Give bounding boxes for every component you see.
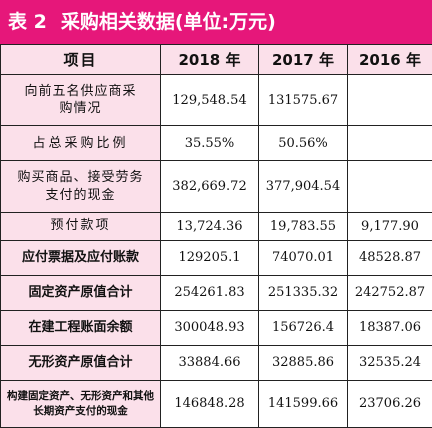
cell-2017: 50.56% (258, 125, 348, 162)
cell-2016: 9,177.90 (347, 211, 432, 241)
cell-2016: 48528.87 (347, 239, 432, 276)
cell-2018: 254261.83 (160, 274, 259, 311)
cell-2018: 146848.28 (160, 379, 259, 428)
cell-2017: 377,904.54 (258, 160, 348, 213)
cell-2016: 18387.06 (347, 309, 432, 346)
cell-2017: 141599.66 (258, 379, 348, 428)
row-label: 向前五名供应商采购情况 (0, 73, 161, 127)
cell-2016: 32535.24 (347, 344, 432, 381)
cell-2017: 19,783.55 (258, 211, 348, 241)
cell-2017: 74070.01 (258, 239, 348, 276)
cell-2018: 35.55% (160, 125, 259, 162)
header-2017: 2017 年 (258, 44, 348, 75)
header-2018: 2018 年 (160, 44, 259, 75)
cell-2018: 300048.93 (160, 309, 259, 346)
table-caption: 采购相关数据(单位:万元) (60, 11, 276, 33)
cell-2018: 382,669.72 (160, 160, 259, 213)
cell-2018: 129,548.54 (160, 73, 259, 127)
cell-2016: 23706.26 (347, 379, 432, 428)
table-row: 预付款项 13,724.36 19,783.55 9,177.90 (0, 211, 432, 241)
row-label: 预付款项 (0, 211, 161, 241)
header-2016: 2016 年 (347, 44, 432, 75)
cell-2017: 156726.4 (258, 309, 348, 346)
row-label: 应付票据及应付账款 (0, 239, 161, 276)
cell-2018: 129205.1 (160, 239, 259, 276)
cell-2018: 13,724.36 (160, 211, 259, 241)
row-label: 占总采购比例 (0, 125, 161, 162)
cell-2016 (347, 160, 432, 213)
row-label: 购买商品、接受劳务支付的现金 (0, 160, 161, 213)
cell-2017: 251335.32 (258, 274, 348, 311)
cell-2017: 32885.86 (258, 344, 348, 381)
cell-2016 (347, 73, 432, 127)
table-row: 购买商品、接受劳务支付的现金 382,669.72 377,904.54 (0, 160, 432, 213)
row-label: 在建工程账面余额 (0, 309, 161, 346)
procurement-table: 项目 2018 年 2017 年 2016 年 向前五名供应商采购情况 129,… (0, 44, 432, 428)
table-title: 表 2 采购相关数据(单位:万元) (0, 0, 432, 44)
row-label: 无形资产原值合计 (0, 344, 161, 381)
table-row: 在建工程账面余额 300048.93 156726.4 18387.06 (0, 309, 432, 346)
row-label: 固定资产原值合计 (0, 274, 161, 311)
row-label: 构建固定资产、无形资产和其他长期资产支付的现金 (0, 379, 161, 428)
cell-2016 (347, 125, 432, 162)
header-item: 项目 (0, 44, 161, 75)
cell-2017: 131575.67 (258, 73, 348, 127)
table-row: 向前五名供应商采购情况 129,548.54 131575.67 (0, 73, 432, 127)
table-number: 表 2 (8, 11, 47, 33)
cell-2016: 242752.87 (347, 274, 432, 311)
table-row: 固定资产原值合计 254261.83 251335.32 242752.87 (0, 274, 432, 311)
table-row: 无形资产原值合计 33884.66 32885.86 32535.24 (0, 344, 432, 381)
table-row: 应付票据及应付账款 129205.1 74070.01 48528.87 (0, 239, 432, 276)
header-row: 项目 2018 年 2017 年 2016 年 (0, 44, 432, 75)
table-row: 占总采购比例 35.55% 50.56% (0, 125, 432, 162)
cell-2018: 33884.66 (160, 344, 259, 381)
table-row: 构建固定资产、无形资产和其他长期资产支付的现金 146848.28 141599… (0, 379, 432, 428)
